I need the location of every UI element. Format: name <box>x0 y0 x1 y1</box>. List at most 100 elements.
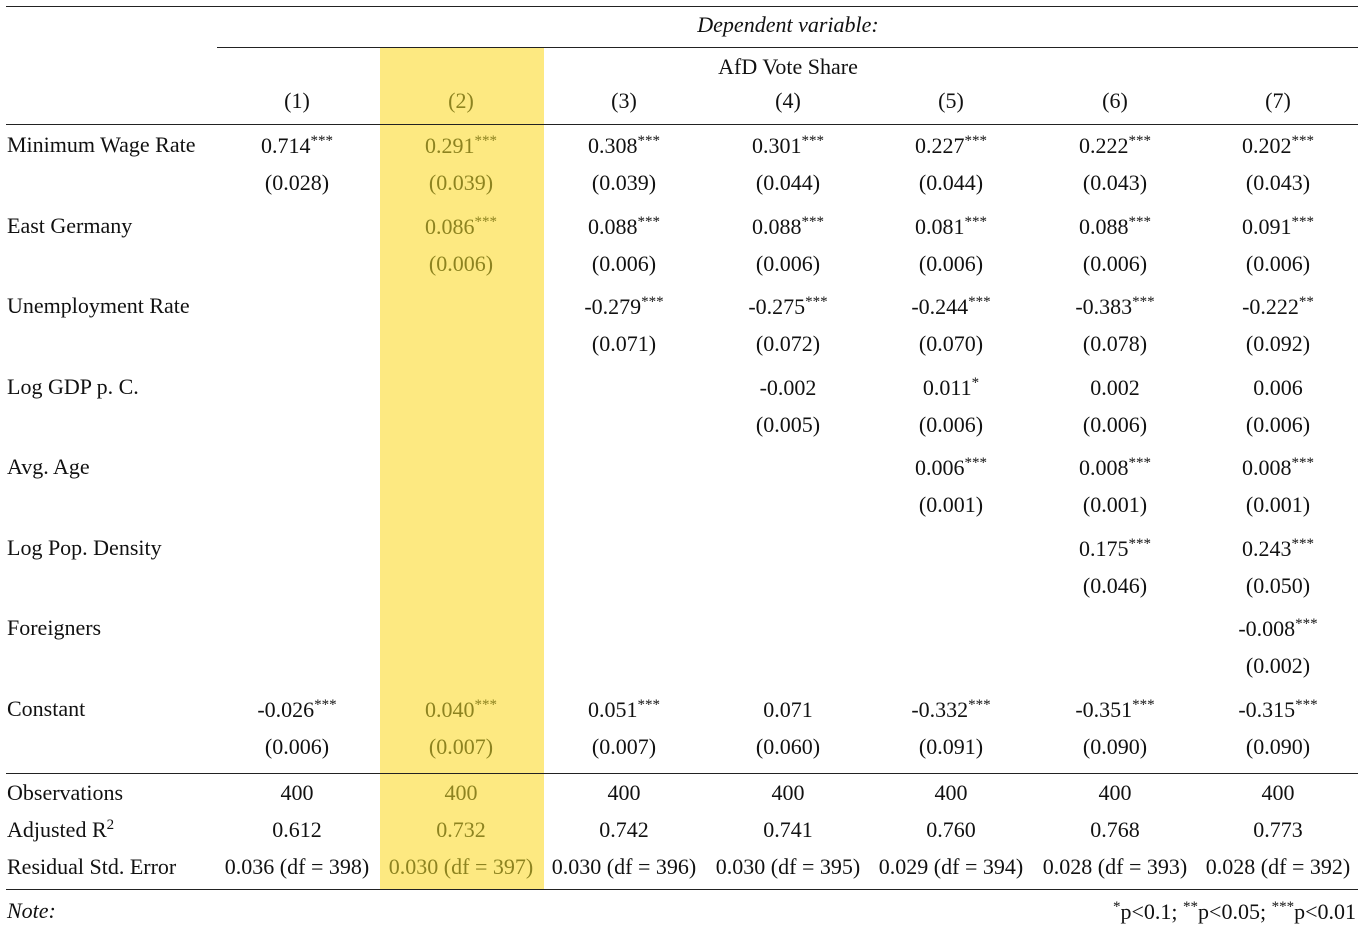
stat-value-text: 400 <box>1261 780 1295 805</box>
coefficient-cell-text: 0.011 <box>922 374 972 400</box>
coefficient-cell-text: 0.222 <box>1079 133 1129 158</box>
coefficient-cell: -0.008*** <box>1238 617 1317 640</box>
significance-stars: *** <box>1271 899 1295 915</box>
significance-stars: *** <box>1128 455 1152 471</box>
significance-threshold: p<0.05; <box>1198 899 1267 924</box>
standard-error-cell: (0.072) <box>756 333 820 355</box>
standard-error-cell-text: (0.006) <box>1082 250 1148 276</box>
top-rule <box>6 6 1358 7</box>
significance-stars: *** <box>310 133 334 149</box>
stat-value-text: 0.030 (df = 396) <box>551 854 697 879</box>
standard-error-cell-text: (0.006) <box>1082 411 1148 437</box>
column-header-3-text: (3) <box>611 88 637 113</box>
row-label: Minimum Wage Rate <box>7 134 195 156</box>
significance-stars: *** <box>968 696 991 713</box>
coefficient-cell-text: 0.301 <box>752 133 802 158</box>
stat-label-text: Adjusted R <box>7 817 107 842</box>
coefficient-cell-text: 0.008 <box>1079 455 1129 480</box>
standard-error-cell: (0.090) <box>1246 735 1310 758</box>
stat-label: Observations <box>7 782 123 804</box>
coefficient-cell: 0.175*** <box>1079 536 1151 560</box>
standard-error-cell-text: (0.043) <box>1245 170 1311 195</box>
significance-stars: *** <box>314 696 337 713</box>
dependent-variable-label: Dependent variable: <box>697 12 879 37</box>
significance-note: *p<0.1; **p<0.05; ***p<0.01 <box>1113 899 1356 924</box>
standard-error-cell: (0.043) <box>1246 172 1310 194</box>
standard-error-cell: (0.006) <box>592 252 656 275</box>
coefficient-cell: 0.291*** <box>425 134 497 157</box>
significance-stars: *** <box>1128 213 1152 230</box>
column-header-6: (6) <box>1102 90 1128 112</box>
significance-threshold: p<0.01 <box>1294 899 1356 924</box>
stat-value: 0.029 (df = 394) <box>879 856 1023 878</box>
stat-value-text: 400 <box>1098 780 1132 805</box>
coefficient-cell-text: 0.308 <box>588 133 638 158</box>
row-label-text: Avg. Age <box>7 454 90 479</box>
significance-stars: *** <box>1295 696 1318 713</box>
row-label-text: East Germany <box>7 212 133 238</box>
standard-error-cell: (0.006) <box>1082 250 1148 276</box>
standard-error-cell: (0.006) <box>919 413 983 436</box>
stat-value-text: 400 <box>771 780 805 805</box>
significance-stars: 2 <box>106 817 115 833</box>
stat-value: 0.741 <box>763 819 813 841</box>
coefficient-cell: 0.088*** <box>752 213 825 239</box>
standard-error-cell: (0.006) <box>1246 413 1310 436</box>
significance-stars: *** <box>801 213 825 230</box>
coefficient-cell: 0.308*** <box>588 133 660 158</box>
significance-stars: *** <box>1291 535 1315 552</box>
stat-value-text: 0.028 (df = 392) <box>1205 854 1351 879</box>
coefficient-cell-text: 0.008 <box>1242 455 1292 480</box>
standard-error-cell-text: (0.071) <box>591 331 657 356</box>
coefficient-cell-text: 0.088 <box>752 213 802 239</box>
coefficient-cell-text: 0.227 <box>915 133 965 158</box>
column-header-6-text: (6) <box>1102 88 1128 113</box>
standard-error-cell: (0.006) <box>429 252 493 275</box>
standard-error-cell: (0.039) <box>592 172 656 194</box>
standard-error-cell-text: (0.091) <box>918 733 984 759</box>
standard-error-cell-text: (0.046) <box>1082 572 1148 598</box>
significance-stars: *** <box>964 133 988 149</box>
column-header-5-text: (5) <box>938 88 964 113</box>
standard-error-cell-text: (0.028) <box>264 170 330 195</box>
coefficient-cell: 0.091*** <box>1242 213 1315 238</box>
stat-value: 0.612 <box>272 819 322 841</box>
row-label-text: Log GDP p. C. <box>7 373 139 399</box>
standard-error-cell-text: (0.001) <box>918 492 984 517</box>
coefficient-cell: -0.383*** <box>1075 295 1154 318</box>
coefficient-cell: 0.086*** <box>425 214 497 238</box>
significance-stars: *** <box>1291 213 1315 230</box>
standard-error-cell-text: (0.072) <box>755 331 821 356</box>
stat-value-text: 0.741 <box>763 817 813 842</box>
standard-error-cell: (0.043) <box>1083 172 1147 194</box>
stat-value: 0.028 (df = 393) <box>1043 856 1187 878</box>
stat-value-text: 0.768 <box>1090 817 1140 842</box>
stat-value-text: 0.732 <box>436 817 486 842</box>
coefficient-cell-text: -0.279 <box>584 294 642 319</box>
row-label: Foreigners <box>7 617 101 639</box>
coefficient-cell-text: -0.332 <box>911 696 969 722</box>
standard-error-cell: (0.044) <box>919 172 983 194</box>
standard-error-cell-text: (0.006) <box>264 733 330 759</box>
bottom-rule <box>6 889 1358 890</box>
coefficient-cell: -0.244*** <box>911 295 990 318</box>
coefficient-cell-text: 0.088 <box>1079 213 1129 239</box>
significance-stars: *** <box>1128 133 1152 149</box>
coefficient-cell: 0.714*** <box>261 133 334 157</box>
coefficient-cell: -0.002 <box>760 376 817 399</box>
row-label-text: Constant <box>7 695 86 721</box>
stat-value-text: 0.028 (df = 393) <box>1042 854 1188 879</box>
coefficient-cell: 0.227*** <box>915 133 988 158</box>
significance-stars: * <box>971 374 980 391</box>
coefficient-cell-text: 0.006 <box>1253 374 1303 400</box>
stat-value-text: 400 <box>444 780 478 805</box>
stat-value: 0.773 <box>1253 819 1303 841</box>
standard-error-cell: (0.078) <box>1083 333 1147 355</box>
coefficient-cell-text: 0.040 <box>425 696 475 722</box>
coefficient-cell: 0.008*** <box>1242 455 1314 480</box>
standard-error-cell: (0.006) <box>919 252 983 275</box>
column-header-4: (4) <box>775 90 801 112</box>
row-label: Unemployment Rate <box>7 295 190 317</box>
coefficient-cell: -0.275*** <box>748 295 827 318</box>
significance-stars: * <box>1113 899 1121 915</box>
